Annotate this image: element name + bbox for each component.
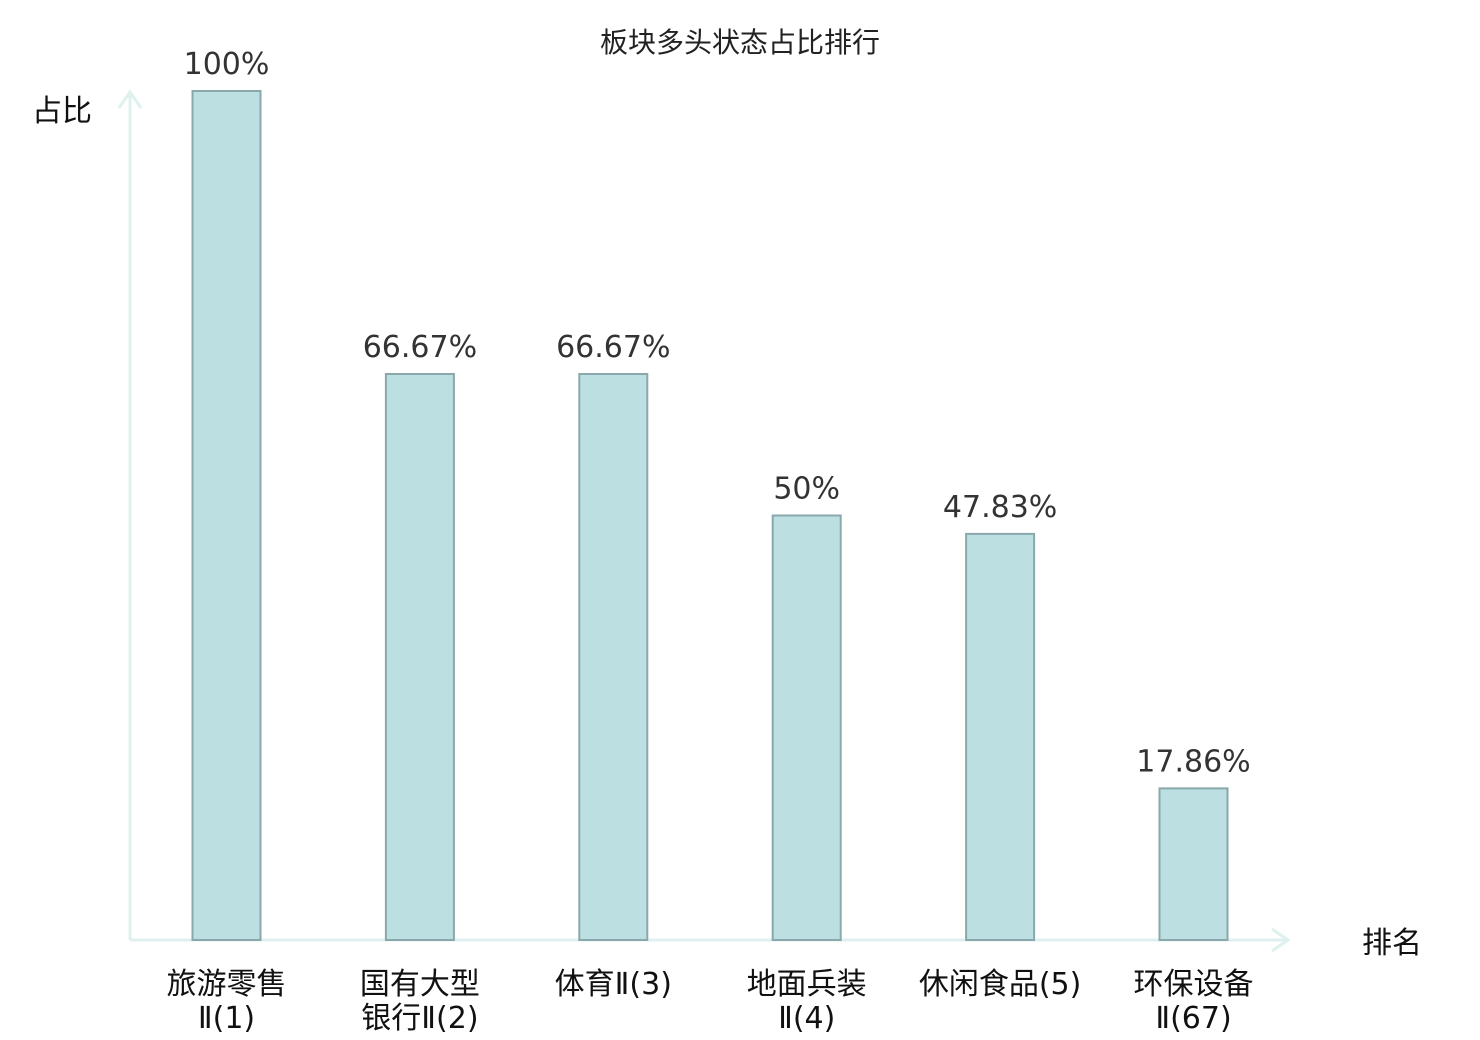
category-label: Ⅱ(67) (1155, 1001, 1231, 1036)
category-label: 银行Ⅱ(2) (361, 1001, 478, 1036)
category-label: 休闲食品(5) (919, 967, 1082, 1002)
value-labels-group: 100% 66.67% 66.67% 50% 47.83% 17.86% (184, 47, 1251, 779)
bar (384, 373, 455, 941)
category-label: Ⅱ(1) (198, 1001, 255, 1036)
bar-value-label: 17.86% (1136, 744, 1250, 779)
bar (191, 90, 262, 941)
x-axis-label: 排名 (1362, 926, 1422, 961)
bar-value-label: 47.83% (943, 490, 1057, 525)
bar-value-label: 66.67% (363, 330, 477, 365)
category-label: Ⅱ(4) (778, 1001, 835, 1036)
bar (1158, 787, 1229, 942)
chart-title: 板块多头状态占比排行 (600, 26, 880, 59)
bars-group (191, 90, 1229, 942)
category-label: 环保设备 (1134, 967, 1254, 1002)
category-label: 国有大型 (360, 967, 480, 1002)
y-axis (117, 89, 143, 940)
bar-value-label: 100% (184, 47, 270, 82)
bar-value-label: 50% (773, 472, 840, 507)
x-axis (130, 927, 1291, 953)
category-label: 地面兵装 (747, 967, 867, 1002)
y-axis-label: 占比 (32, 94, 92, 129)
bar (578, 373, 649, 941)
bar (771, 514, 842, 941)
bar (965, 532, 1036, 942)
category-label: 旅游零售 (167, 967, 287, 1002)
bar-value-label: 66.67% (556, 330, 670, 365)
category-label: 体育Ⅱ(3) (555, 967, 672, 1002)
